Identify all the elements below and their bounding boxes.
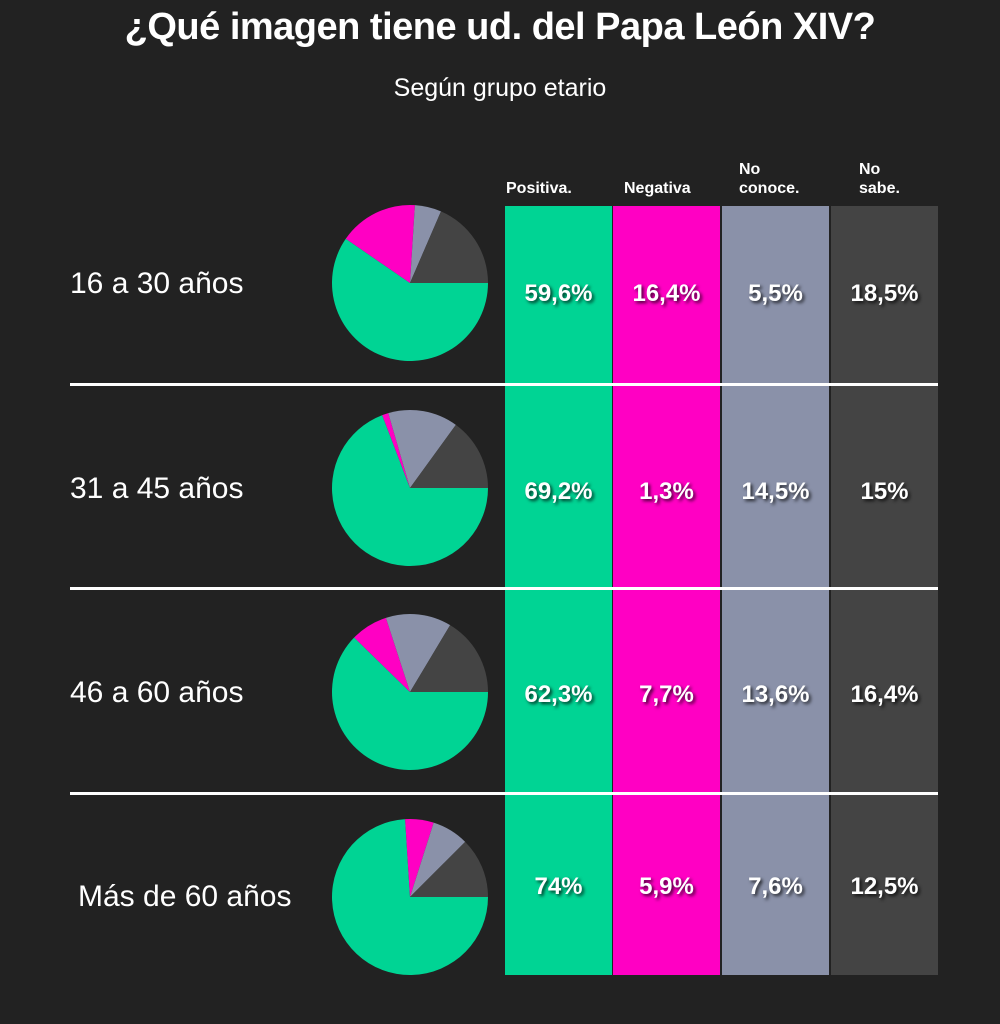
pie-16-30 xyxy=(332,205,488,361)
data-label: 7,6% xyxy=(748,873,803,900)
pie-slice-negativa xyxy=(345,205,415,283)
data-label: 5,5% xyxy=(748,280,803,307)
pie-slice-negativa xyxy=(405,819,434,897)
pie-31-45 xyxy=(332,410,488,566)
pie-slice-no-conoce xyxy=(388,410,456,488)
pie-slice-no-sabe xyxy=(410,625,488,692)
data-label: 12,5% xyxy=(850,873,919,900)
data-label: 59,6% xyxy=(524,280,593,307)
data-label: 74% xyxy=(534,873,583,900)
pie-slice-no-conoce xyxy=(410,205,441,283)
chart-title: ¿Qué imagen tiene ud. del Papa León XIV? xyxy=(124,6,876,48)
chart-subtitle: Según grupo etario xyxy=(393,74,607,102)
column-positiva-background xyxy=(505,206,612,975)
pie-slice-positiva xyxy=(332,238,488,361)
column-no-sabe-background xyxy=(831,206,938,975)
pie-slice-no-conoce xyxy=(385,614,451,692)
column-no-conoce-background xyxy=(722,206,829,975)
data-label: 1,3% xyxy=(639,478,694,505)
pie-slice-no-conoce xyxy=(410,822,466,897)
column-negativa-background xyxy=(613,206,720,975)
pie-slice-negativa xyxy=(382,413,410,488)
column-header-positiva: Positiva. xyxy=(506,179,572,198)
data-label: 7,7% xyxy=(639,681,694,708)
pie-46-60 xyxy=(332,614,488,770)
column-header-line: No xyxy=(859,161,881,178)
column-header-line: Positiva. xyxy=(506,180,572,197)
data-label: 14,5% xyxy=(741,478,810,505)
row-label-16-30: 16 a 30 años xyxy=(70,267,244,300)
column-header-line: No xyxy=(739,161,761,178)
data-label: 13,6% xyxy=(741,681,810,708)
data-label: 69,2% xyxy=(524,478,593,505)
data-label: 62,3% xyxy=(524,681,593,708)
column-header-no-sabe: No sabe. xyxy=(859,160,900,198)
row-divider xyxy=(70,587,938,590)
row-label-31-45: 31 a 45 años xyxy=(70,472,244,505)
pie-slice-positiva xyxy=(332,415,488,566)
column-header-line: Negativa xyxy=(624,180,691,197)
row-label-mas-60: Más de 60 años xyxy=(78,880,292,913)
data-label: 16,4% xyxy=(632,280,701,307)
pie-slice-no-sabe xyxy=(410,211,488,283)
row-divider xyxy=(70,383,938,386)
pie-mas-60 xyxy=(332,819,488,975)
pie-slice-negativa xyxy=(354,617,410,692)
pie-slice-no-sabe xyxy=(410,841,488,897)
pie-slice-positiva xyxy=(332,819,488,975)
row-label-46-60: 46 a 60 años xyxy=(70,676,244,709)
pie-slice-positiva xyxy=(332,637,488,770)
data-label: 15% xyxy=(860,478,909,505)
data-label: 18,5% xyxy=(850,280,919,307)
column-header-line: sabe. xyxy=(859,180,900,197)
row-divider xyxy=(70,792,938,795)
column-header-negativa: Negativa xyxy=(624,179,691,198)
pie-slice-no-sabe xyxy=(410,424,488,488)
data-label: 5,9% xyxy=(639,873,694,900)
column-header-no-conoce: No conoce. xyxy=(739,160,799,198)
column-header-line: conoce. xyxy=(739,180,800,197)
data-label: 16,4% xyxy=(850,681,919,708)
